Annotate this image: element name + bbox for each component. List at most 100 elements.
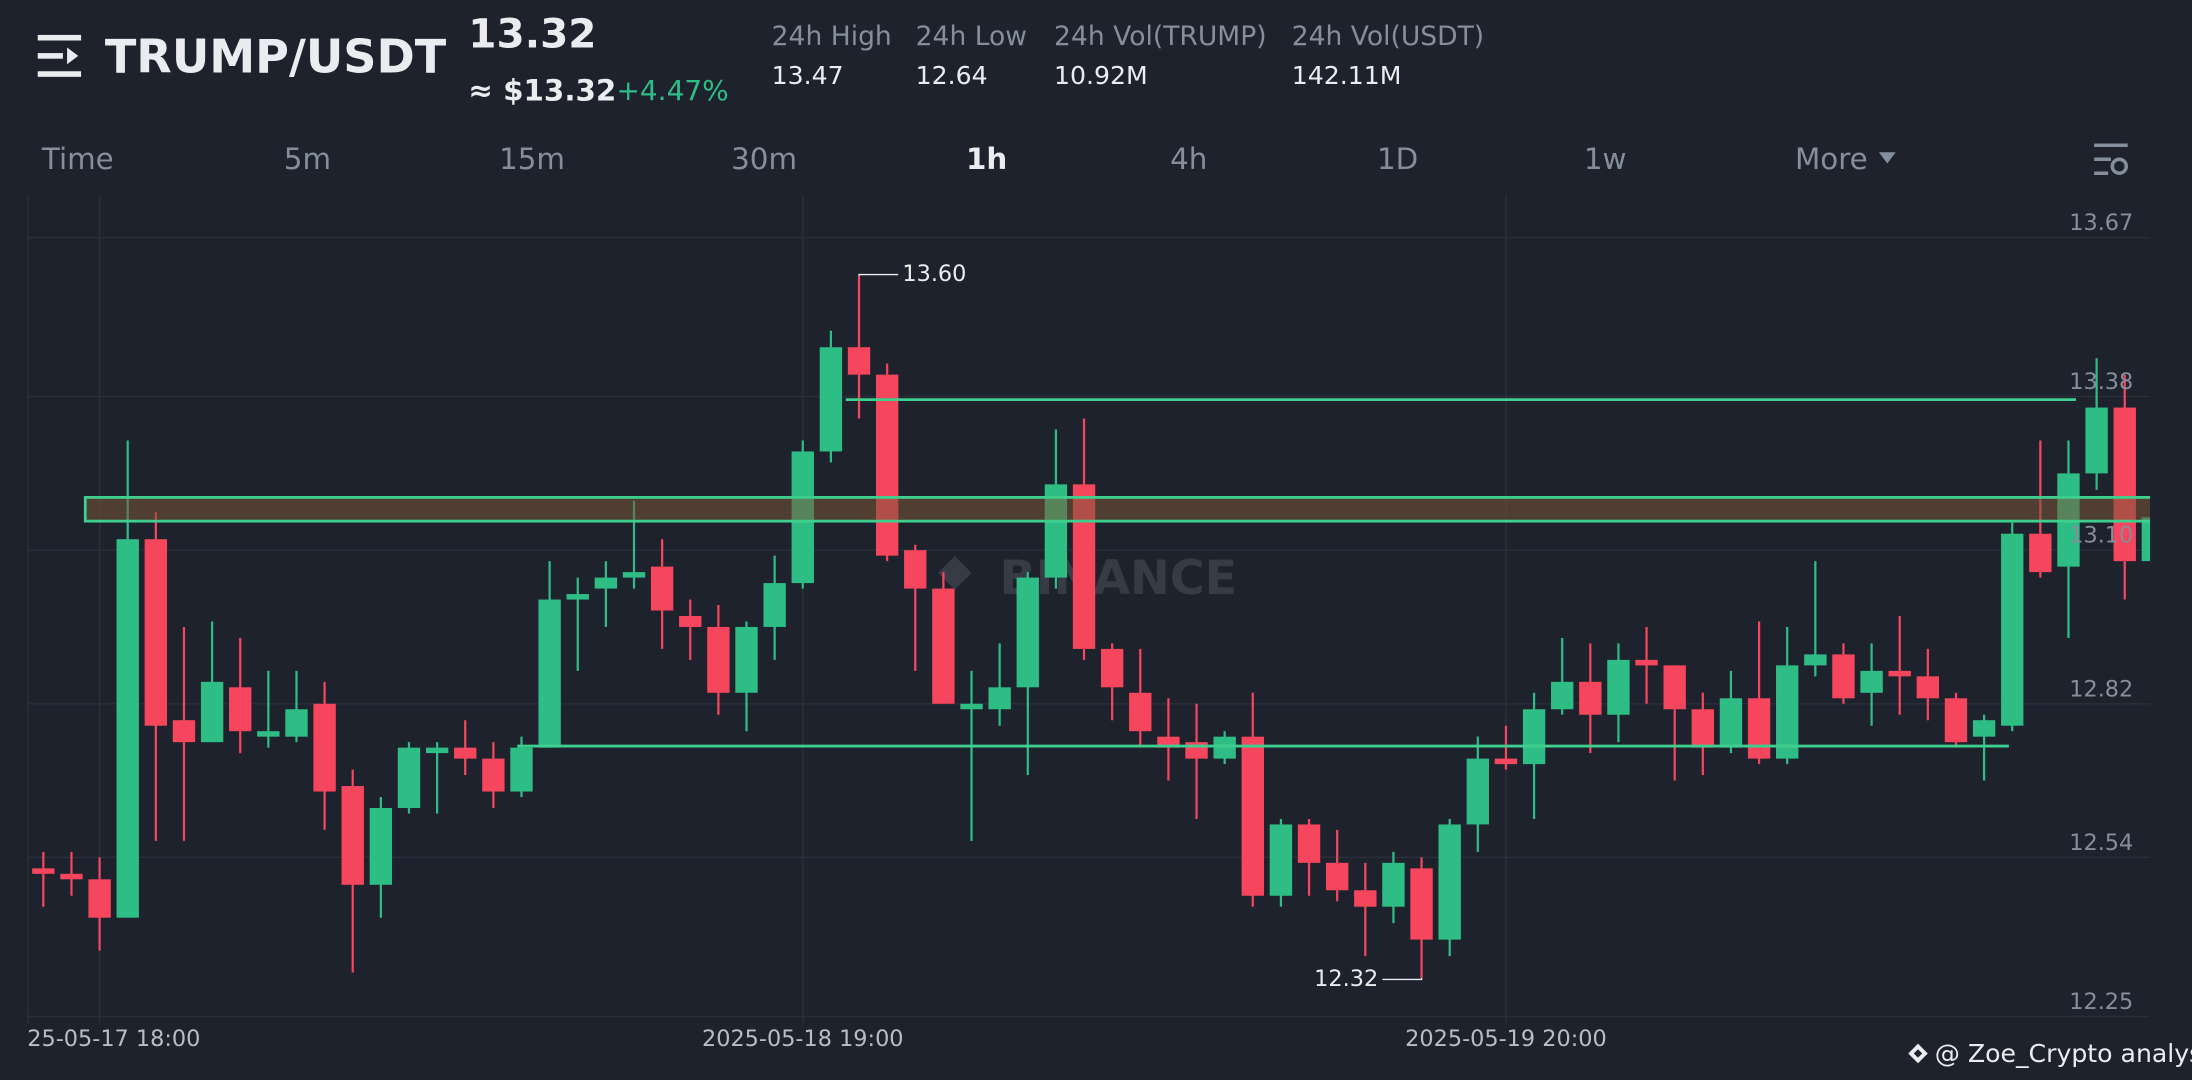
candle-body (397, 747, 421, 808)
pair[interactable]: TRUMP/USDT (105, 30, 447, 84)
candle-body (1129, 692, 1152, 732)
candle-body (1438, 824, 1461, 940)
candle-body (622, 572, 646, 578)
candle-body (1522, 709, 1546, 765)
candle-body (594, 577, 618, 589)
candle-body (1719, 698, 1743, 748)
candle-body (454, 747, 477, 759)
candle-body (763, 583, 786, 627)
candle-body (32, 868, 55, 874)
candle-body (1494, 758, 1518, 765)
candle-body (482, 758, 505, 792)
candle-body (341, 786, 364, 885)
candle-body (1607, 659, 1630, 715)
candle-body (2029, 533, 2052, 573)
stat-label: 24h High (772, 21, 892, 52)
watermark: BINANCE (938, 551, 1237, 606)
candle-body (285, 709, 308, 737)
candle-body (1944, 698, 1968, 743)
candle-body (1269, 824, 1293, 896)
watermark-text: BINANCE (1000, 551, 1238, 606)
candle-body (2001, 533, 2024, 726)
stat-label: 24h Low (916, 21, 1027, 52)
candle-body (116, 539, 139, 918)
menu-icon[interactable] (37, 34, 82, 77)
zone (83, 495, 2151, 523)
candle-body (1016, 577, 1039, 688)
candle-body (1747, 698, 1771, 759)
interval-tab[interactable]: 1D (1377, 142, 1418, 176)
candle-body (229, 687, 252, 732)
candle-body (1804, 654, 1827, 666)
annotations: 13.60 12.32 (858, 261, 1423, 992)
interval-tab[interactable]: 4h (1170, 142, 1207, 176)
stat-value: 10.92M (1054, 61, 1148, 90)
candle-body (1072, 484, 1096, 649)
candle-body (425, 747, 449, 754)
candle-body (932, 588, 955, 704)
candle-body (1972, 720, 1996, 737)
candle-body (735, 626, 758, 693)
icon-gear (2110, 157, 2129, 175)
candle-body (1325, 862, 1349, 891)
x-tick-label: 2025-05-18 19:00 (702, 1026, 904, 1052)
candle-body (313, 703, 336, 792)
candle-body (679, 616, 702, 627)
stat-value: 142.11M (1292, 61, 1402, 90)
candle-body (1579, 681, 1602, 715)
candle-body (1466, 758, 1489, 825)
y-tick-label: 13.67 (2069, 210, 2133, 236)
interval-tab[interactable]: More (1795, 142, 1868, 176)
candle-body (2113, 407, 2136, 562)
last-price: 13.32 (468, 9, 596, 57)
settings-icon[interactable] (2094, 143, 2129, 175)
candle-body (538, 599, 561, 748)
candle-body (847, 347, 871, 375)
candle-body (1888, 670, 1911, 677)
candle-body (1663, 665, 1686, 710)
y-tick-label: 12.54 (2069, 830, 2133, 856)
interval-tab[interactable]: 15m (499, 142, 565, 176)
candle-body (510, 747, 533, 792)
interval-tab[interactable]: 1w (1584, 142, 1627, 176)
candle-body (144, 539, 168, 726)
interval-tab[interactable]: 5m (284, 142, 331, 176)
interval-tab[interactable]: 1h (966, 142, 1007, 176)
menu-bar (37, 53, 63, 59)
candle-body (707, 626, 730, 693)
candle-body (566, 594, 589, 600)
watermark-logo (938, 556, 972, 590)
annotation-line (1382, 978, 1423, 981)
candle-body (1100, 648, 1124, 688)
drawings (83, 398, 2151, 748)
usd-price: ≈ $13.32 (468, 74, 616, 108)
candle-body (1832, 654, 1855, 699)
interval-tabs: Time 5m 15m 30m 1h 4h 1D 1w More (41, 142, 1896, 176)
candle-body (988, 687, 1011, 710)
candle-body (1916, 676, 1940, 699)
candle-body (1157, 736, 1180, 748)
y-tick-label: 12.82 (2069, 676, 2133, 702)
candle-body (1635, 659, 1658, 666)
interval-tab[interactable]: 30m (731, 142, 797, 176)
stat-value: 13.47 (772, 61, 844, 90)
x-tick-label: 2025-05-19 20:00 (1405, 1026, 1607, 1052)
candle-body (1382, 862, 1405, 907)
annotation-low: 12.32 (1314, 966, 1378, 992)
interval-tab[interactable]: Time (41, 142, 114, 176)
candle-body (904, 550, 927, 589)
candle-body (1354, 890, 1377, 907)
candle-body (1410, 868, 1433, 940)
menu-bar (37, 71, 82, 77)
candle-body (257, 731, 280, 737)
dropdown-arrow (1878, 152, 1896, 164)
stat-label: 24h Vol(TRUMP) (1054, 21, 1267, 52)
candle-body (1860, 670, 1883, 693)
stat-value: 12.64 (916, 61, 988, 90)
candle-body (1776, 665, 1799, 759)
menu-arrow (67, 47, 79, 65)
candle-body (875, 374, 899, 556)
change: +4.47% (617, 74, 729, 107)
y-tick-label: 12.25 (2069, 989, 2133, 1015)
